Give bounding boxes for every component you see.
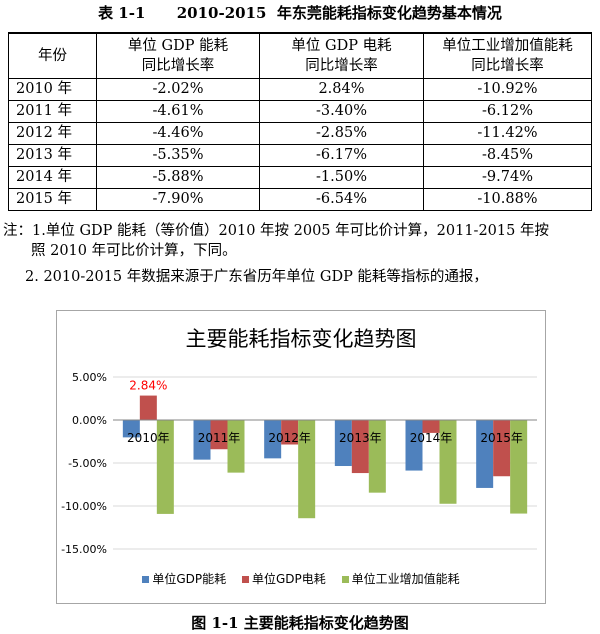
note-line-3: 2. 2010-2015 年数据来源于广东省历年单位 GDP 能耗等指标的通报， [25, 269, 488, 285]
note-line-1: 注：1.单位 GDP 能耗（等价值）2010 年按 2005 年可比价计算，20… [3, 223, 549, 239]
cell-year: 2015 年 [8, 188, 97, 211]
x-tick-label: 2011年 [198, 431, 241, 445]
table-row: 2014 年 -5.88% -1.50% -9.74% [8, 166, 592, 189]
bar-2-1 [227, 420, 245, 473]
legend-item-industrial-energy: 单位工业增加值能耗 [341, 572, 460, 586]
cell-gdp-energy: -2.02% [96, 78, 260, 101]
bar-1-0 [139, 395, 157, 420]
bar-1-4 [422, 420, 440, 433]
x-tick-label: 2012年 [268, 431, 311, 445]
cell-gdp-electricity: 2.84% [259, 78, 424, 101]
header-gdp-energy: 单位 GDP 能耗 同比增长率 [96, 32, 260, 79]
cell-gdp-electricity: -2.85% [259, 122, 424, 145]
bar-2-4 [439, 420, 457, 504]
bar-1-2 [281, 420, 299, 445]
table-row: 2010 年 -2.02% 2.84% -10.92% [8, 78, 592, 101]
cell-industrial-energy: -6.12% [423, 100, 592, 123]
bar-2-2 [298, 420, 316, 519]
cell-year: 2013 年 [8, 144, 97, 167]
x-tick-label: 2014年 [410, 431, 453, 445]
cell-industrial-energy: -8.45% [423, 144, 592, 167]
cell-industrial-energy: -10.88% [423, 188, 592, 211]
cell-gdp-electricity: -3.40% [259, 100, 424, 123]
y-tick-label: 0.00% [72, 414, 107, 427]
bar-0-5 [476, 420, 494, 488]
cell-gdp-energy: -4.61% [96, 100, 260, 123]
cell-gdp-energy: -5.35% [96, 144, 260, 167]
data-label: 2.84% [129, 379, 167, 393]
table-row: 2011 年 -4.61% -3.40% -6.12% [8, 100, 592, 123]
y-tick-label: -10.00% [61, 500, 107, 513]
cell-gdp-energy: -5.88% [96, 166, 260, 189]
bar-0-4 [405, 420, 423, 471]
bar-1-3 [351, 420, 369, 474]
bar-0-1 [193, 420, 211, 460]
bar-2-0 [156, 420, 174, 514]
bar-0-0 [122, 420, 140, 438]
cell-year: 2011 年 [8, 100, 97, 123]
note-line-2: 照 2010 年可比价计算，下同。 [31, 243, 237, 259]
cell-gdp-energy: -4.46% [96, 122, 260, 145]
x-tick-label: 2010年 [127, 431, 170, 445]
legend-item-gdp-electricity: 单位GDP电耗 [241, 572, 326, 586]
header-year: 年份 [8, 32, 97, 79]
bar-2-5 [510, 420, 528, 514]
figure-caption: 图 1-1 主要能耗指标变化趋势图 [191, 614, 409, 632]
cell-gdp-electricity: -6.54% [259, 188, 424, 211]
table-header-row: 年份 单位 GDP 能耗 同比增长率 单位 GDP 电耗 同比增长率 单位工业增加值… [8, 32, 592, 79]
header-industrial-energy: 单位工业增加值能耗 同比增长率 [423, 32, 592, 79]
chart-container: 主要能耗指标变化趋势图 5.00% 0.00% -5.00% -10.00% -15.0… [56, 310, 546, 604]
cell-year: 2014 年 [8, 166, 97, 189]
header-gdp-electricity: 单位 GDP 电耗 同比增长率 [259, 32, 424, 79]
legend-swatch [341, 576, 349, 583]
energy-indicators-table: 年份 单位 GDP 能耗 同比增长率 单位 GDP 电耗 同比增长率 单位工业增加值… [8, 32, 592, 211]
chart-title: 主要能耗指标变化趋势图 [185, 327, 417, 351]
bar-0-3 [334, 420, 352, 467]
cell-industrial-energy: -10.92% [423, 78, 592, 101]
cell-industrial-energy: -9.74% [423, 166, 592, 189]
bar-2-3 [368, 420, 386, 493]
y-tick-label: -5.00% [68, 457, 107, 470]
cell-year: 2012 年 [8, 122, 97, 145]
bar-chart: 5.00% 0.00% -5.00% -10.00% -15.00% 2010年 2011年… [61, 371, 537, 556]
chart-legend: 单位GDP能耗 单位GDP电耗 单位工业增加值能耗 [57, 570, 545, 587]
y-tick-label: -15.00% [61, 543, 107, 556]
table-row: 2015 年 -7.90% -6.54% -10.88% [8, 188, 592, 211]
legend-swatch [241, 576, 249, 583]
table-row: 2013 年 -5.35% -6.17% -8.45% [8, 144, 592, 167]
cell-gdp-energy: -7.90% [96, 188, 260, 211]
bar-1-1 [210, 420, 228, 450]
cell-gdp-electricity: -6.17% [259, 144, 424, 167]
legend-swatch [142, 576, 150, 583]
bar-0-2 [264, 420, 282, 459]
bar-1-5 [493, 420, 511, 477]
cell-gdp-electricity: -1.50% [259, 166, 424, 189]
table-row: 2012 年 -4.46% -2.85% -11.42% [8, 122, 592, 145]
table-caption: 表 1-1 2010-2015 年东莞能耗指标变化趋势基本情况 [98, 4, 502, 22]
legend-item-gdp-energy: 单位GDP能耗 [142, 572, 226, 586]
table-notes: 注：1.单位 GDP 能耗（等价值）2010 年按 2005 年可比价计算，20… [3, 221, 598, 287]
cell-year: 2010 年 [8, 78, 97, 101]
cell-industrial-energy: -11.42% [423, 122, 592, 145]
x-tick-label: 2015年 [480, 431, 523, 445]
y-tick-label: 5.00% [72, 371, 107, 384]
x-tick-label: 2013年 [339, 431, 382, 445]
